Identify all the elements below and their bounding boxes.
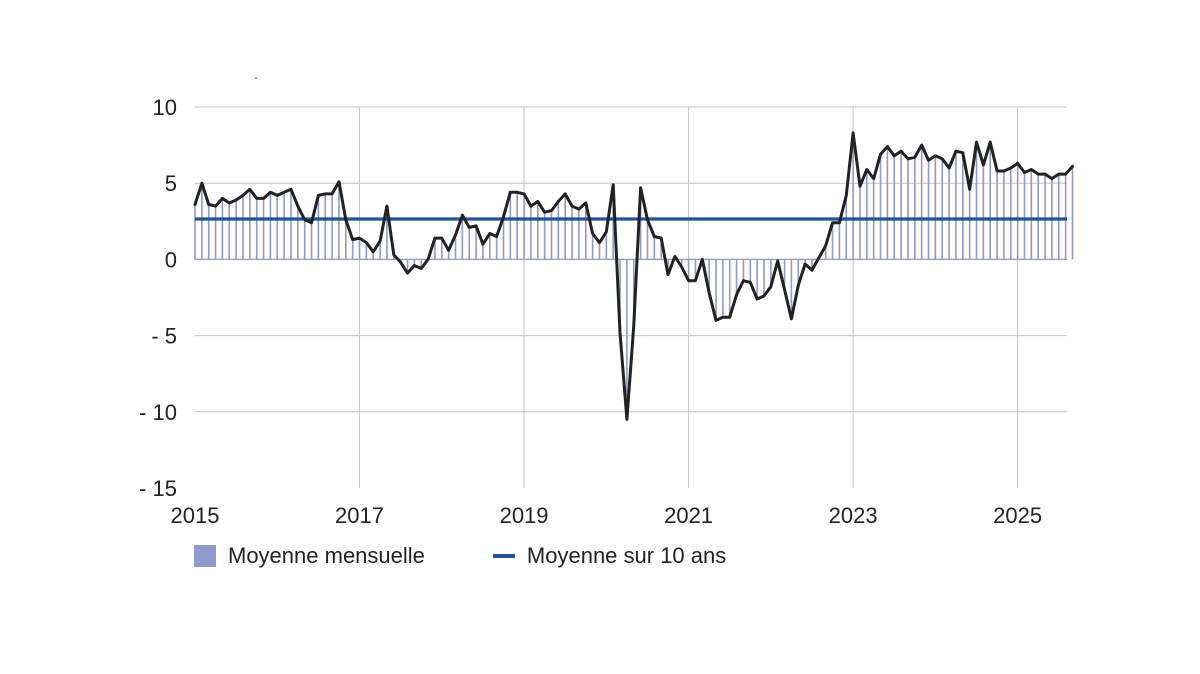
legend-swatch-monthly [194,545,216,567]
x-tick-label: 2017 [335,503,384,528]
y-tick-label: - 10 [139,400,177,425]
stray-mark: - [254,70,258,84]
x-tick-label: 2023 [829,503,878,528]
legend-swatch-average [492,554,515,558]
legend-label-monthly: Moyenne mensuelle [228,543,425,568]
y-tick-label: 10 [153,95,177,120]
legend-label-average: Moyenne sur 10 ans [526,543,727,568]
legend-item-average: Moyenne sur 10 ans [492,543,727,569]
x-tick-label: 2019 [500,503,549,528]
grid [195,106,1067,488]
y-tick-label: - 15 [139,476,177,501]
y-tick-label: 5 [165,171,177,196]
x-tick-label: 2025 [993,503,1042,528]
legend: Moyenne mensuelle Moyenne sur 10 ans [194,543,794,569]
y-tick-label: - 5 [151,324,177,349]
legend-item-monthly: Moyenne mensuelle [194,543,425,569]
bars [194,132,1074,420]
x-tick-label: 2015 [171,503,220,528]
monthly-series-line [193,131,1074,421]
series-line [193,131,1074,421]
y-tick-label: 0 [165,247,177,272]
x-tick-label: 2021 [664,503,713,528]
